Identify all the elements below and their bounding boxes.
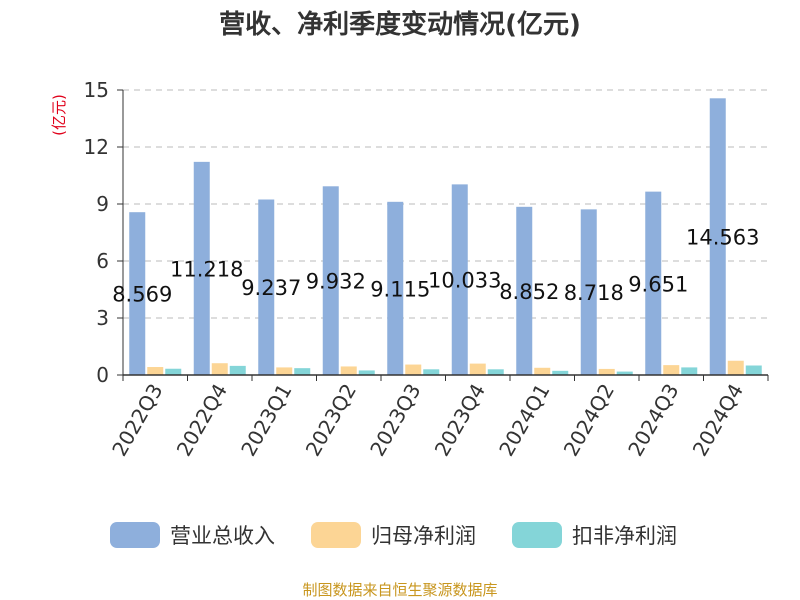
data-label: 9.651 xyxy=(628,272,688,296)
bar-deducted-profit xyxy=(165,368,182,375)
legend-swatch xyxy=(512,522,562,548)
bar-net-profit xyxy=(598,368,615,375)
bar-net-profit xyxy=(147,367,164,375)
y-tick-label: 9 xyxy=(96,192,109,216)
bar-net-profit xyxy=(276,367,293,375)
x-tick-label: 2022Q4 xyxy=(172,380,232,461)
legend-label: 营业总收入 xyxy=(170,524,275,548)
legend-swatch xyxy=(110,522,160,548)
bar-deducted-profit xyxy=(358,370,375,375)
x-tick-label: 2023Q4 xyxy=(430,380,490,461)
x-tick-label: 2024Q4 xyxy=(688,380,748,461)
bar-net-profit xyxy=(469,363,486,375)
x-tick-label: 2023Q3 xyxy=(365,380,425,461)
x-tick-label: 2024Q2 xyxy=(559,380,619,461)
data-label: 9.115 xyxy=(370,277,430,301)
bar-deducted-profit xyxy=(552,370,569,375)
data-label: 9.237 xyxy=(241,276,301,300)
legend-swatch xyxy=(311,522,361,548)
data-label: 11.218 xyxy=(170,257,243,281)
legend: 营业总收入 归母净利润 扣非净利润 xyxy=(110,522,677,548)
bar-net-profit xyxy=(405,364,422,375)
bar-revenue xyxy=(645,191,662,375)
x-tick-label: 2024Q3 xyxy=(623,380,683,461)
y-tick-label: 12 xyxy=(84,135,109,159)
bar-revenue xyxy=(709,98,726,375)
legend-label: 扣非净利润 xyxy=(572,524,677,548)
bar-revenue xyxy=(580,209,597,375)
bar-revenue xyxy=(129,212,146,375)
data-label: 10.033 xyxy=(428,269,501,293)
bar-deducted-profit xyxy=(423,369,440,375)
bar-revenue xyxy=(387,201,404,375)
bar-revenue xyxy=(516,206,533,375)
bar-net-profit xyxy=(534,367,551,375)
x-tick-label: 2023Q2 xyxy=(301,380,361,461)
y-tick-label: 3 xyxy=(96,306,109,330)
bar-revenue xyxy=(451,184,468,375)
bar-deducted-profit xyxy=(616,371,633,375)
bar-net-profit xyxy=(211,363,228,375)
x-axis: 2022Q3 2022Q4 2023Q1 2023Q2 2023Q3 2023Q4 2024… xyxy=(107,374,769,461)
y-tick-label: 15 xyxy=(84,78,109,102)
source-note: 制图数据来自恒生聚源数据库 xyxy=(302,581,497,599)
bar-deducted-profit xyxy=(487,369,504,375)
data-label: 8.718 xyxy=(564,281,624,305)
x-tick-label: 2024Q1 xyxy=(494,380,554,461)
bar-net-profit xyxy=(663,365,680,375)
data-label: 8.852 xyxy=(499,280,559,304)
y-axis: 0 3 6 9 12 15 xyxy=(84,78,124,387)
bar-net-profit xyxy=(727,360,744,375)
bar-deducted-profit xyxy=(681,367,698,375)
y-axis-unit: (亿元) xyxy=(50,94,68,136)
bar-deducted-profit xyxy=(229,365,246,375)
y-tick-label: 6 xyxy=(96,249,109,273)
bar-net-profit xyxy=(340,366,357,375)
bar-revenue xyxy=(258,199,275,375)
bars xyxy=(129,98,762,375)
bar-revenue xyxy=(193,161,210,375)
x-tick-label: 2023Q1 xyxy=(236,380,296,461)
grid-lines xyxy=(123,89,768,319)
data-label: 9.932 xyxy=(306,270,366,294)
data-label: 14.563 xyxy=(686,226,759,250)
chart-title: 营收、净利季度变动情况(亿元) xyxy=(219,9,581,40)
x-tick-label: 2022Q3 xyxy=(107,380,167,461)
legend-label: 归母净利润 xyxy=(371,524,476,548)
bar-deducted-profit xyxy=(294,368,311,375)
y-tick-label: 0 xyxy=(96,363,109,387)
data-label: 8.569 xyxy=(112,283,172,307)
bar-deducted-profit xyxy=(745,365,762,375)
bar-revenue xyxy=(322,186,339,375)
